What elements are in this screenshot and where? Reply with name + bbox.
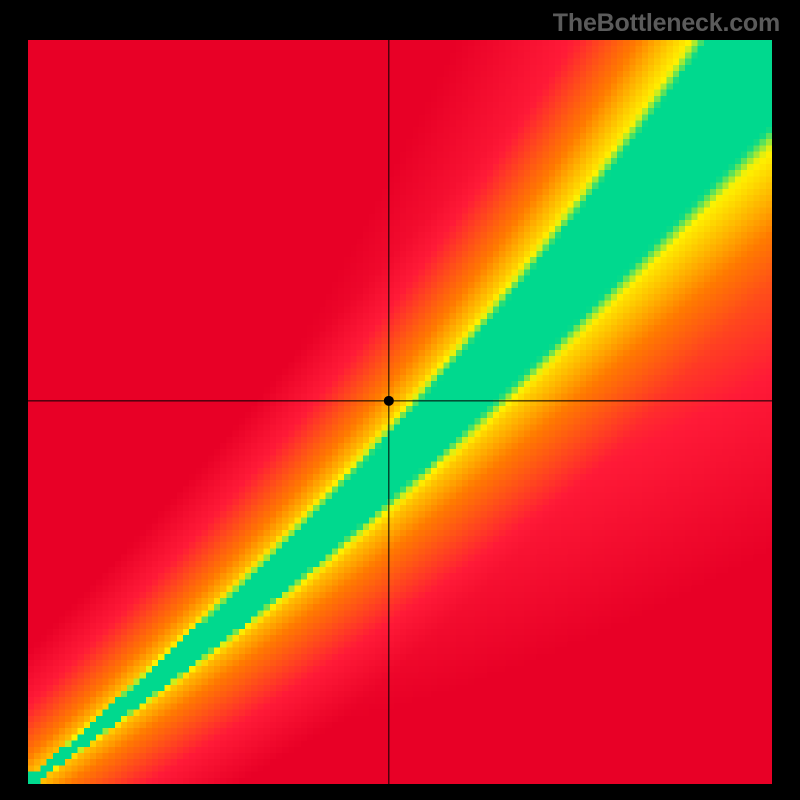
- chart-container: TheBottleneck.com: [0, 0, 800, 800]
- bottleneck-heatmap: [28, 40, 772, 784]
- watermark-text: TheBottleneck.com: [553, 9, 780, 38]
